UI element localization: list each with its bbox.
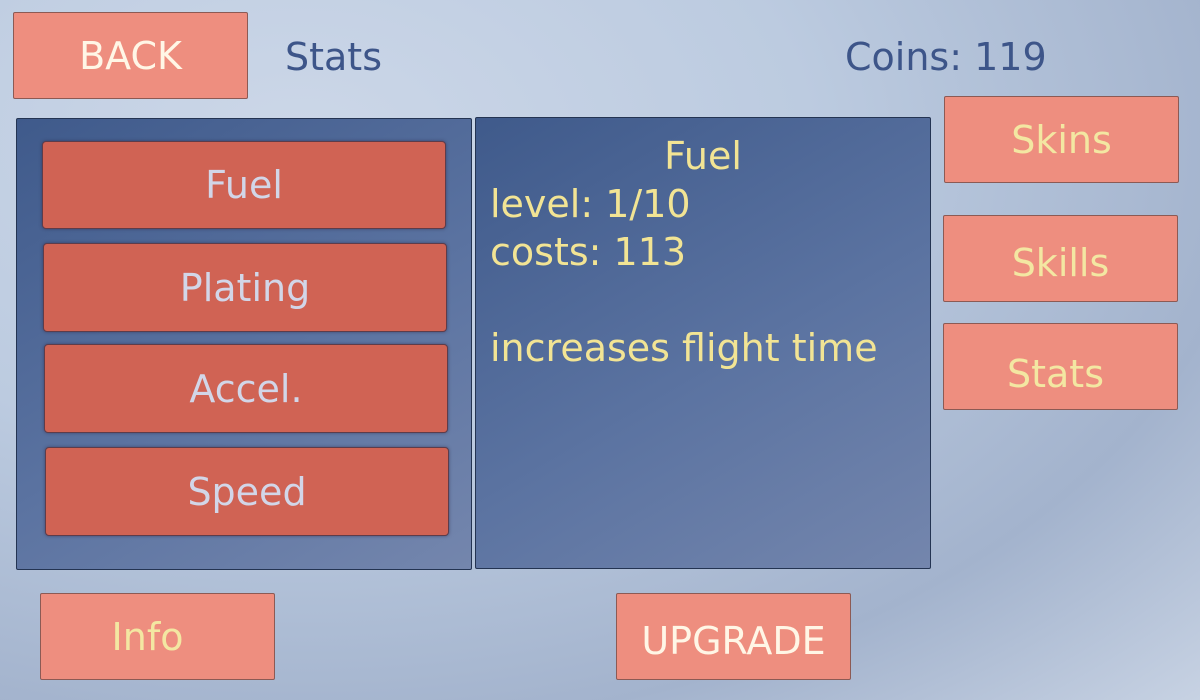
stat-button-speed[interactable]: Speed: [45, 447, 449, 536]
detail-level: level: 1/10: [490, 182, 691, 226]
info-button-label: Info: [111, 614, 184, 659]
stat-button-label: Accel.: [189, 366, 303, 411]
back-button[interactable]: BACK: [13, 12, 248, 99]
upgrade-button-label: UPGRADE: [641, 618, 826, 663]
stat-button-plating[interactable]: Plating: [43, 243, 447, 332]
stat-button-label: Plating: [179, 265, 311, 310]
upgrade-button[interactable]: UPGRADE: [616, 593, 851, 680]
detail-title: Fuel: [664, 134, 742, 178]
skins-button[interactable]: Skins: [944, 96, 1179, 183]
detail-cost: costs: 113: [490, 230, 687, 274]
skins-button-label: Skins: [1011, 117, 1112, 162]
stat-list-panel: Fuel Plating Accel. Speed: [16, 118, 472, 570]
stat-button-label: Fuel: [205, 163, 283, 207]
coins-counter: Coins: 119: [845, 35, 1047, 79]
stat-button-label: Speed: [187, 469, 307, 514]
skills-button[interactable]: Skills: [943, 215, 1178, 302]
stats-tab-button[interactable]: Stats: [943, 323, 1178, 410]
back-button-label: BACK: [79, 33, 182, 78]
stat-detail-panel: Fuel level: 1/10 costs: 113 increases fl…: [475, 117, 931, 569]
stats-tab-button-label: Stats: [1006, 351, 1104, 396]
screen-title: Stats: [285, 35, 383, 79]
stat-button-accel[interactable]: Accel.: [44, 344, 448, 433]
detail-description: increases flight time: [490, 326, 878, 370]
skills-button-label: Skills: [1011, 240, 1110, 285]
info-button[interactable]: Info: [40, 593, 275, 680]
stat-button-fuel[interactable]: Fuel: [42, 141, 446, 229]
